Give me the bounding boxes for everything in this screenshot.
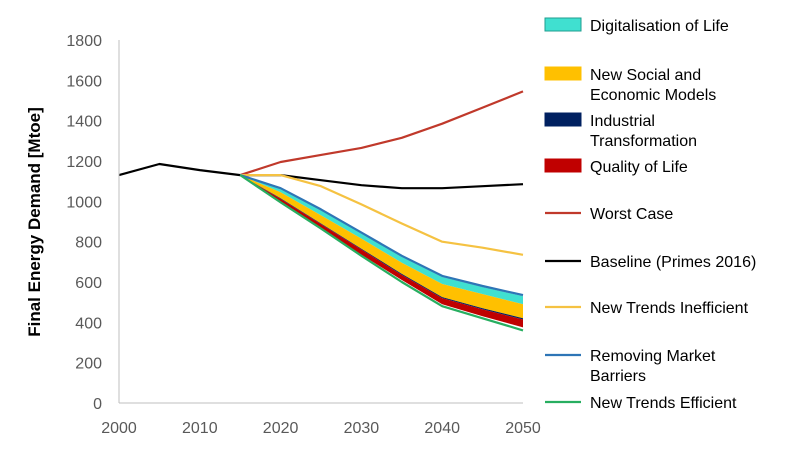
legend-swatch-quality-of-life <box>544 158 582 173</box>
line-removing-market-barriers <box>239 174 524 297</box>
line-worst-case <box>239 90 524 177</box>
legend-label-quality-of-life: Quality of Life <box>590 159 688 176</box>
x-tick-labels: 2000 2010 2020 2030 2040 2050 <box>101 420 541 437</box>
x-tick-2020: 2020 <box>263 420 299 437</box>
legend-label-new-trends-inefficient: New Trends Inefficient <box>590 300 749 317</box>
y-tick-1800: 1800 <box>66 33 102 50</box>
legend-label-removing-market-barriers: Removing Market Barriers <box>590 348 716 385</box>
line-new-trends-inefficient <box>240 174 524 256</box>
x-tick-2040: 2040 <box>424 420 460 437</box>
y-tick-200: 200 <box>75 356 102 373</box>
legend-label-digitalisation-of-life: Digitalisation of Life <box>590 18 729 35</box>
area-digitalisation-of-life <box>240 175 523 305</box>
y-tick-1200: 1200 <box>66 154 102 171</box>
area-series-group <box>240 175 523 328</box>
x-tick-2050: 2050 <box>505 420 541 437</box>
legend-swatch-digitalisation-of-life <box>544 17 582 32</box>
y-tick-800: 800 <box>75 235 102 252</box>
legend-swatch-new-social-and-economic-models <box>544 66 582 81</box>
y-tick-1400: 1400 <box>66 114 102 131</box>
x-tick-2030: 2030 <box>344 420 380 437</box>
y-tick-1600: 1600 <box>66 73 102 90</box>
legend: Digitalisation of Life New Social and Econ… <box>544 17 756 412</box>
line-series-group <box>118 90 524 332</box>
area-new-social-and-economic-models <box>240 175 523 319</box>
y-tick-600: 600 <box>75 275 102 292</box>
x-tick-2010: 2010 <box>182 420 218 437</box>
legend-label-worst-case: Worst Case <box>590 206 673 223</box>
legend-label-new-trends-efficient: New Trends Efficient <box>590 395 737 412</box>
y-tick-labels: 0 200 400 600 800 1000 1200 1400 1600 1800 <box>66 33 102 413</box>
line-baseline-primes-2016 <box>118 162 524 190</box>
y-tick-0: 0 <box>93 396 102 413</box>
y-axis-label: Final Energy Demand [Mtoe] <box>25 107 44 337</box>
x-tick-2000: 2000 <box>101 420 137 437</box>
y-tick-1000: 1000 <box>66 194 102 211</box>
y-tick-400: 400 <box>75 315 102 332</box>
legend-label-new-social-and-economic-models: New Social and Economic Models <box>590 67 716 104</box>
legend-label-baseline-primes-2016: Baseline (Primes 2016) <box>590 254 756 271</box>
line-new-trends-efficient <box>239 174 524 332</box>
legend-label-industrial-transformation: Industrial Transformation <box>590 113 697 150</box>
legend-swatch-industrial-transformation <box>544 112 582 127</box>
